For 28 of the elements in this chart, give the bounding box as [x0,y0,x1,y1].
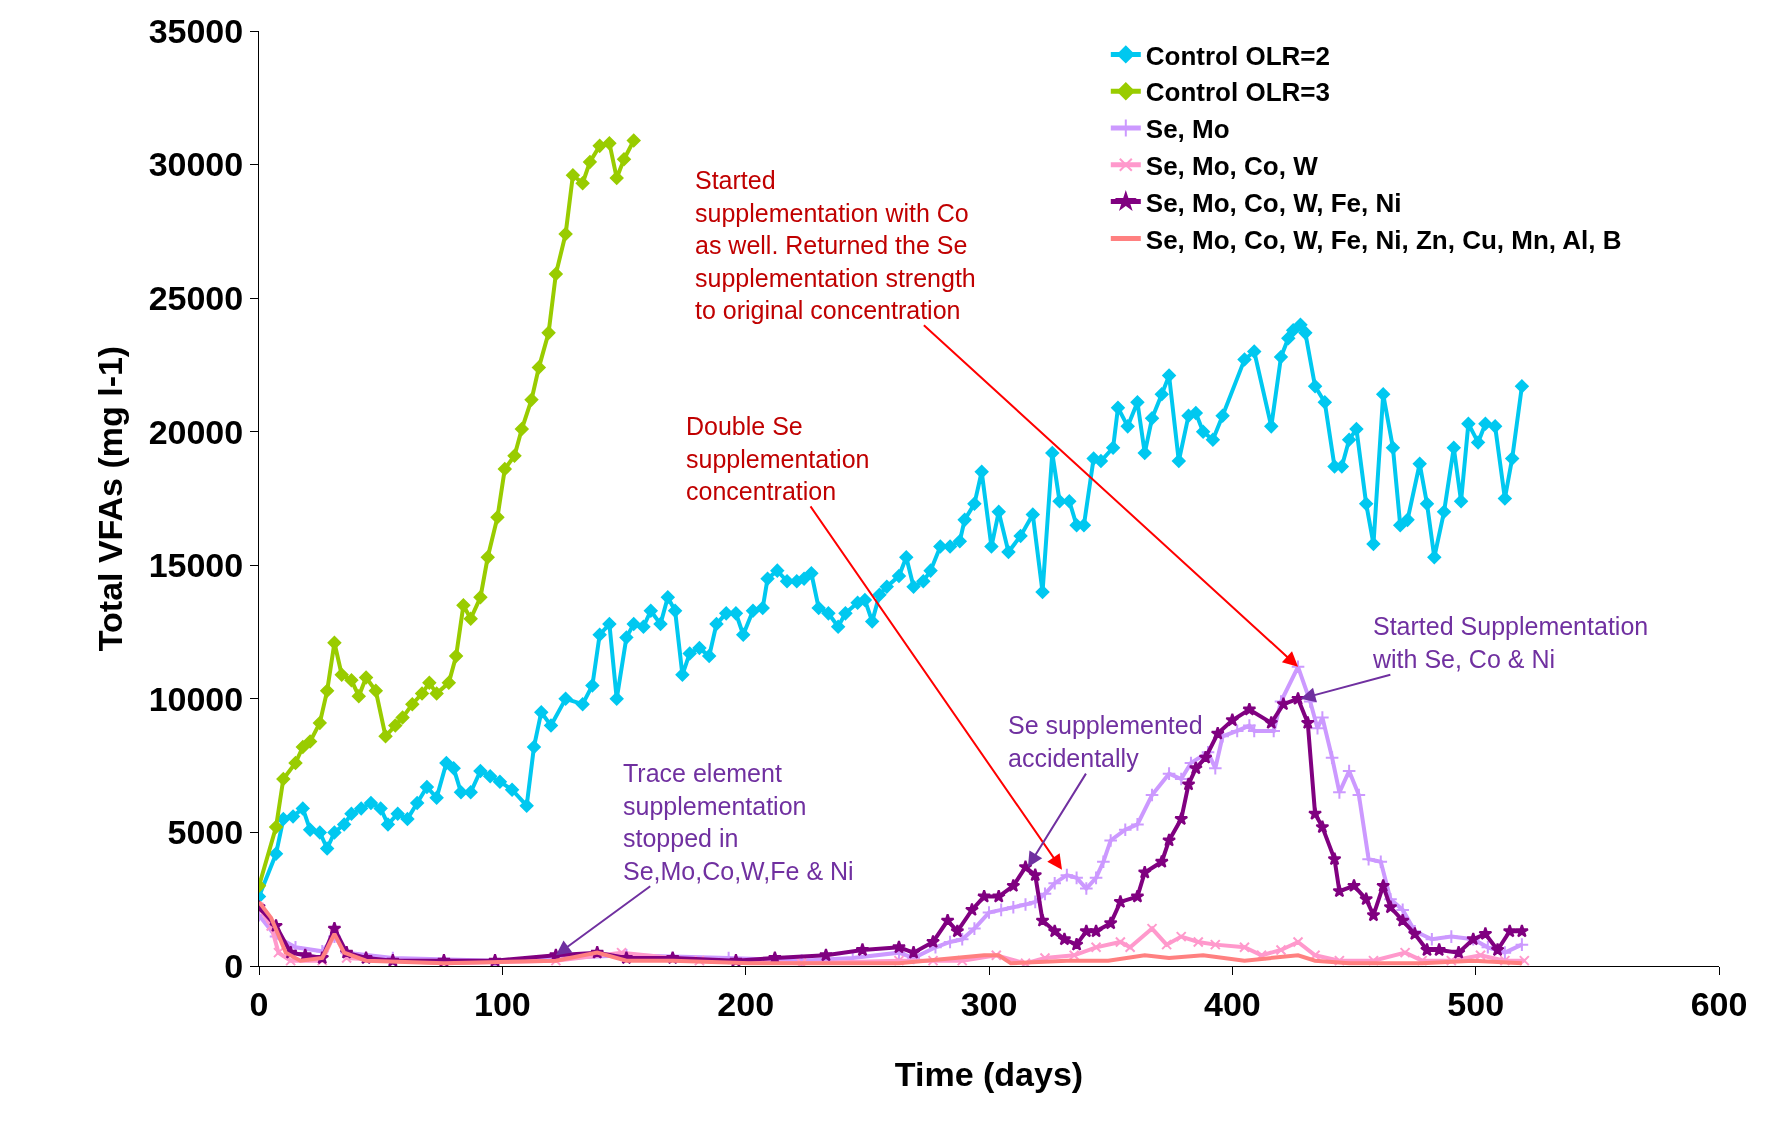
x-tick-label: 200 [717,984,775,1023]
legend-label: Se, Mo, Co, W [1145,150,1319,181]
legend-label: Control OLR=3 [1145,77,1330,108]
y-tick-label: 5000 [167,813,244,852]
x-tick-label: 0 [249,984,269,1023]
annotation: Se supplemented accidentally [1008,711,1203,772]
legend-label: Se, Mo, Co, W, Fe, Ni, Zn, Cu, Mn, Al, B [1145,224,1622,255]
x-tick-label: 100 [473,984,531,1023]
y-tick-label: 25000 [148,279,244,318]
annotation: Double Se supplementation concentration [686,412,870,505]
x-tick-label: 400 [1203,984,1261,1023]
y-axis-title: Total VFAs (mg l-1) [91,345,130,652]
annotation: Started Supplementation with Se, Co & Ni [1372,612,1649,673]
x-tick-label: 600 [1690,984,1748,1023]
legend-label: Se, Mo, Co, W, Fe, Ni [1145,187,1402,218]
x-tick-label: 500 [1447,984,1505,1023]
x-tick-label: 300 [960,984,1018,1023]
y-tick-label: 30000 [148,145,244,184]
y-tick-label: 0 [224,946,244,985]
y-tick-label: 10000 [148,679,244,718]
legend-label: Se, Mo [1145,114,1230,145]
legend-label: Control OLR=2 [1145,40,1330,71]
annotation: Trace element supplementation stopped in Se,Mo,Co,W,Fe & Ni [623,759,854,885]
y-tick-label: 20000 [148,412,244,451]
annotation: Started supplementation with Co as well. Returned the Se supplementation strength to original concentration [695,166,976,324]
x-axis-title: Time (days) [894,1055,1084,1094]
y-tick-label: 35000 [148,11,244,50]
y-tick-label: 15000 [148,546,244,585]
